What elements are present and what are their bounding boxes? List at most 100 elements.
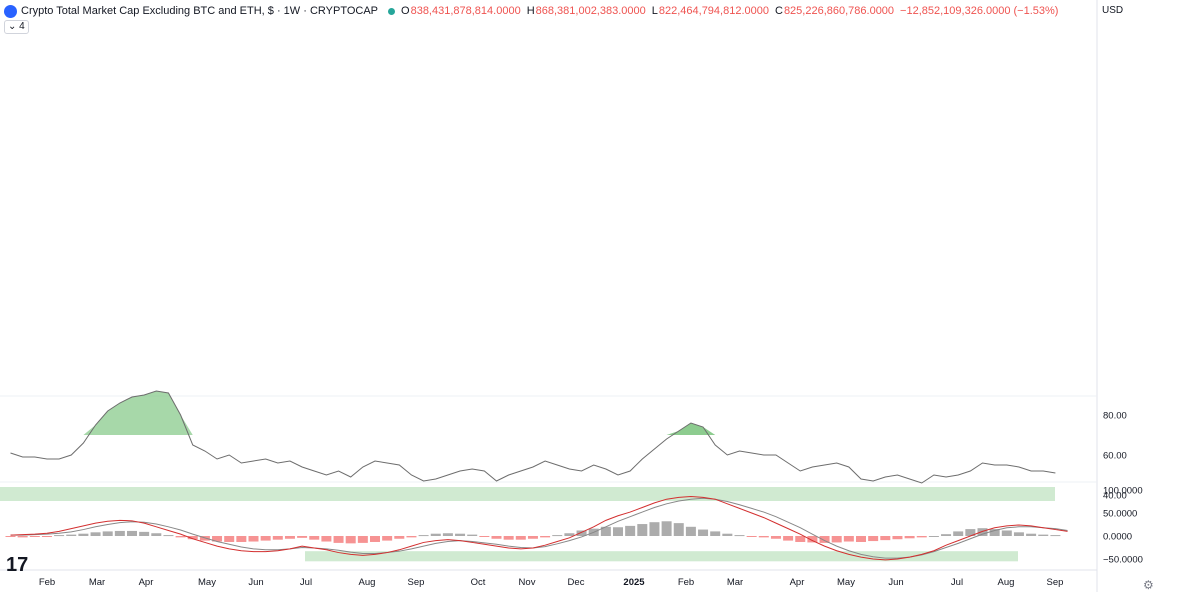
open-label: O (401, 5, 410, 17)
macd-histogram-bar (212, 536, 223, 542)
macd-histogram-bar (770, 536, 781, 539)
macd-histogram-bar (989, 529, 1000, 536)
macd-tick-label: 0.0000 (1103, 532, 1132, 543)
macd-histogram-bar (868, 536, 879, 542)
time-tick-label: May (837, 577, 855, 588)
macd-histogram-bar (613, 527, 623, 536)
change-value: −12,852,109,326.0000 (−1.53%) (900, 5, 1059, 17)
macd-histogram-bar (953, 531, 964, 536)
macd-histogram-bar (29, 536, 40, 537)
macd-histogram-bar (965, 529, 976, 536)
macd-histogram-bar (442, 533, 453, 536)
macd-histogram-bar (333, 536, 344, 543)
macd-histogram-bar (649, 522, 660, 536)
macd-histogram-bar (260, 536, 271, 541)
time-tick-label: Aug (359, 577, 376, 588)
time-tick-label: Aug (998, 577, 1015, 588)
tradingview-logo-icon[interactable]: 17 (6, 554, 29, 576)
rsi-tick-label: 40.00 (1103, 491, 1127, 502)
macd-histogram-bar (163, 535, 174, 537)
chevron-down-icon: ⌄ (8, 21, 17, 32)
macd-histogram-bar (139, 531, 150, 536)
macd-signal-line (10, 497, 1068, 559)
macd-histogram-bar (455, 533, 466, 536)
time-tick-label: Mar (727, 577, 743, 588)
macd-histogram-bar (795, 536, 806, 542)
time-tick-label: Sep (1047, 577, 1064, 588)
rsi-support-zone (0, 487, 1055, 501)
currency-label[interactable]: USD (1102, 5, 1124, 16)
macd-histogram-bar (491, 536, 502, 539)
macd-histogram-bar (977, 528, 988, 536)
macd-histogram-bar (1001, 530, 1012, 536)
macd-histogram-bar (17, 536, 28, 538)
open-value: 838,431,878,814.0000 (410, 5, 521, 17)
macd-histogram-bar (600, 526, 611, 536)
macd-histogram-bar (309, 536, 320, 540)
macd-histogram-bar (41, 536, 52, 537)
macd-histogram-bar (102, 531, 113, 536)
macd-histogram-bar (5, 536, 16, 537)
macd-histogram-bar (236, 536, 247, 542)
macd-support-zone (305, 551, 1018, 562)
macd-histogram-bar (284, 536, 295, 539)
macd-histogram-bar (527, 536, 538, 539)
macd-histogram-bar (175, 536, 186, 538)
close-value: 825,226,860,786.0000 (783, 5, 895, 17)
time-tick-label: Apr (790, 577, 805, 588)
time-tick-label: Apr (139, 577, 154, 588)
low-label: L (651, 5, 658, 17)
macd-histogram-bar (479, 536, 490, 537)
chart-header: Crypto Total Market Cap Excluding BTC an… (4, 3, 1064, 19)
time-tick-label: Jul (300, 577, 312, 588)
macd-histogram-bar (904, 536, 915, 539)
macd-histogram-bar (78, 533, 89, 536)
macd-histogram-bar (406, 536, 417, 538)
settings-gear-icon[interactable]: ⚙ (1143, 578, 1154, 592)
macd-histogram-bar (552, 535, 563, 537)
macd-histogram-bar (892, 536, 903, 540)
time-tick-label: Nov (519, 577, 536, 588)
rsi-overbought-fill (666, 423, 716, 435)
macd-histogram-bar (734, 535, 745, 537)
macd-histogram-bar (941, 534, 952, 536)
time-tick-label: Jul (951, 577, 963, 588)
time-tick-label: Feb (678, 577, 694, 588)
rsi-line (10, 390, 1056, 484)
macd-histogram-bar (54, 535, 65, 537)
macd-histogram-bar (661, 521, 672, 536)
high-value: 868,381,002,383.0000 (535, 5, 646, 17)
macd-histogram-bar (467, 534, 478, 536)
macd-tick-label: 50.0000 (1103, 509, 1137, 520)
time-tick-label: Jun (248, 577, 263, 588)
macd-histogram-bar (272, 536, 283, 540)
macd-histogram-bar (576, 530, 587, 536)
close-label: C (774, 5, 783, 17)
macd-histogram-bar (637, 524, 648, 536)
macd-histogram-bar (1050, 535, 1061, 537)
macd-histogram-bar (880, 536, 891, 541)
time-tick-label: Oct (471, 577, 486, 588)
macd-histogram-bar (758, 536, 769, 538)
time-tick-label: Jun (888, 577, 903, 588)
macd-histogram-bar (916, 536, 927, 538)
macd-histogram-bar (357, 536, 368, 543)
macd-histogram-bar (540, 536, 551, 538)
macd-histogram-bar (807, 536, 818, 543)
macd-histogram-bar (382, 536, 393, 541)
time-tick-label: Dec (568, 577, 585, 588)
macd-histogram-bar (722, 533, 733, 536)
macd-histogram-bar (187, 536, 198, 540)
indicator-collapse-button[interactable]: ⌄ 4 (4, 20, 29, 34)
macd-histogram-bar (248, 536, 259, 542)
symbol-title[interactable]: Crypto Total Market Cap Excluding BTC an… (21, 5, 379, 17)
macd-histogram-bar (224, 536, 235, 542)
high-label: H (526, 5, 535, 17)
macd-histogram-bar (1026, 533, 1037, 536)
time-tick-label: Feb (39, 577, 55, 588)
macd-histogram-bar (746, 536, 757, 537)
macd-histogram-bar (503, 536, 514, 540)
macd-histogram-bar (673, 523, 684, 536)
macd-histogram-bar (685, 526, 696, 536)
